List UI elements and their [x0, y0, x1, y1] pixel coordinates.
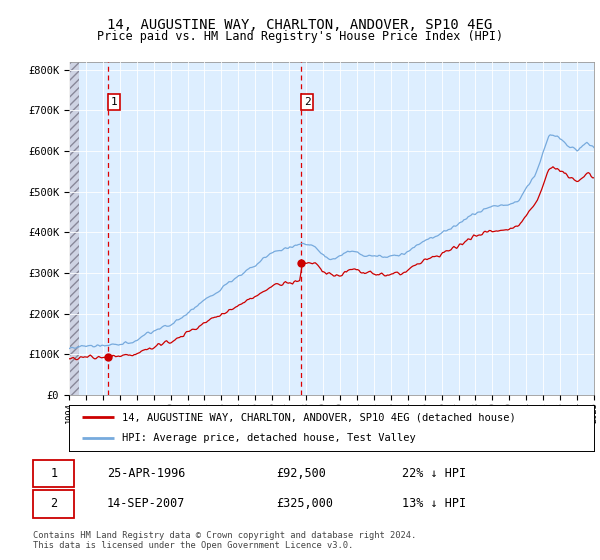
Bar [69, 62, 79, 395]
Text: HPI: Average price, detached house, Test Valley: HPI: Average price, detached house, Test… [121, 433, 415, 444]
Text: 1: 1 [111, 97, 118, 107]
Text: Contains HM Land Registry data © Crown copyright and database right 2024.
This d: Contains HM Land Registry data © Crown c… [33, 531, 416, 550]
Text: Price paid vs. HM Land Registry's House Price Index (HPI): Price paid vs. HM Land Registry's House … [97, 30, 503, 43]
Text: 14-SEP-2007: 14-SEP-2007 [107, 497, 185, 510]
Text: £92,500: £92,500 [276, 467, 326, 480]
Bar [69, 62, 79, 395]
Text: £325,000: £325,000 [276, 497, 333, 510]
Text: 25-APR-1996: 25-APR-1996 [107, 467, 185, 480]
Text: 2: 2 [304, 97, 310, 107]
Text: 1: 1 [50, 467, 58, 480]
Text: 14, AUGUSTINE WAY, CHARLTON, ANDOVER, SP10 4EG: 14, AUGUSTINE WAY, CHARLTON, ANDOVER, SP… [107, 18, 493, 32]
Text: 13% ↓ HPI: 13% ↓ HPI [402, 497, 466, 510]
Text: 14, AUGUSTINE WAY, CHARLTON, ANDOVER, SP10 4EG (detached house): 14, AUGUSTINE WAY, CHARLTON, ANDOVER, SP… [121, 412, 515, 422]
FancyBboxPatch shape [33, 460, 74, 487]
Text: 22% ↓ HPI: 22% ↓ HPI [402, 467, 466, 480]
FancyBboxPatch shape [33, 490, 74, 517]
Text: 2: 2 [50, 497, 58, 510]
